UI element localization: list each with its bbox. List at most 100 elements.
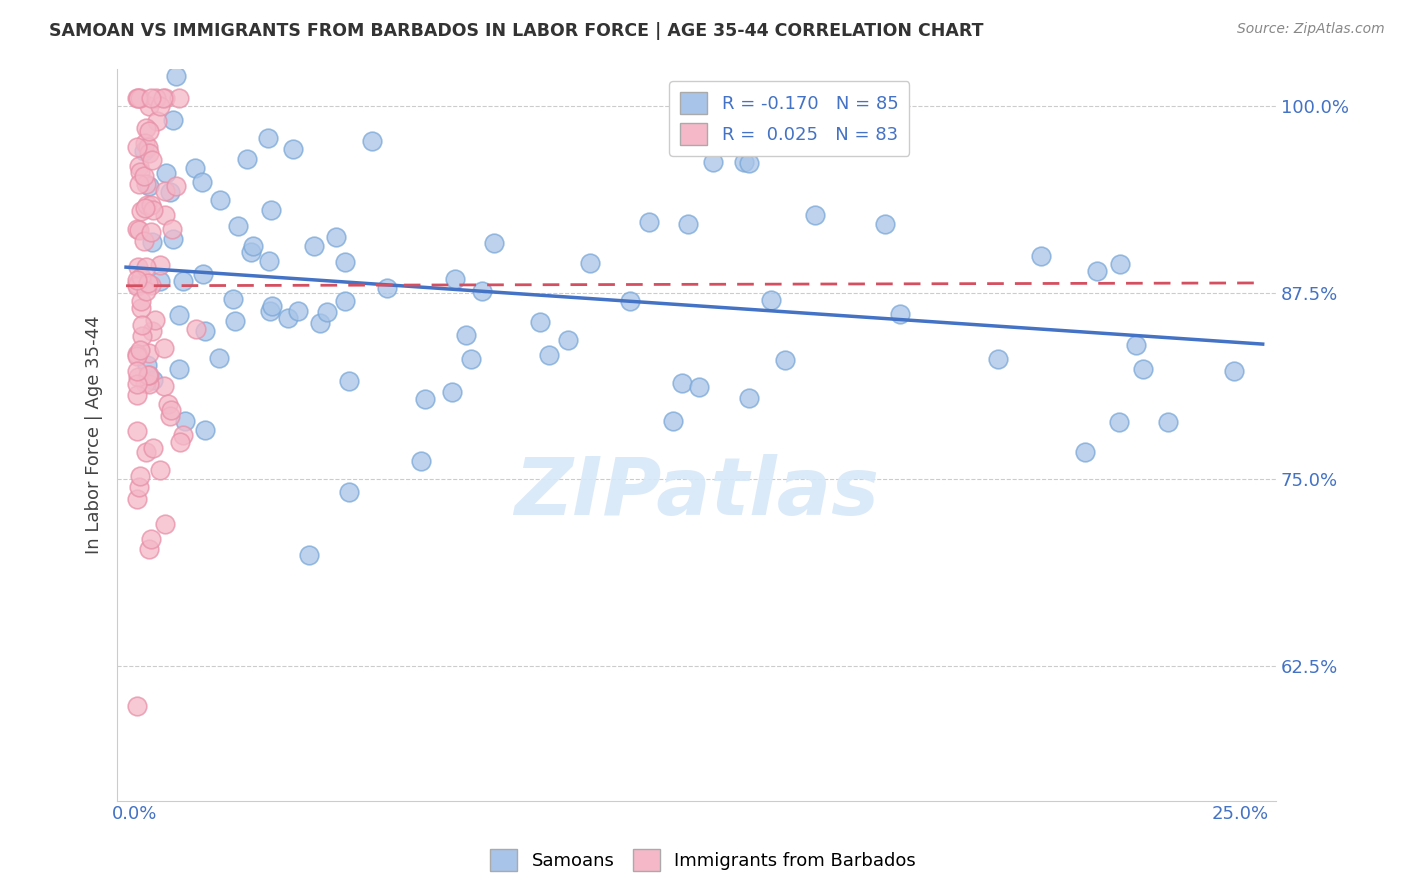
- Point: [138, 146, 160, 161]
- Point: [304, 239, 326, 253]
- Point: [149, 274, 172, 288]
- Point: [127, 698, 149, 713]
- Point: [579, 255, 602, 269]
- Point: [1108, 415, 1130, 429]
- Point: [153, 184, 176, 198]
- Point: [557, 333, 579, 347]
- Point: [702, 155, 724, 169]
- Point: [257, 254, 280, 268]
- Point: [128, 159, 150, 173]
- Point: [889, 307, 911, 321]
- Point: [155, 208, 177, 222]
- Point: [339, 374, 361, 388]
- Point: [281, 143, 304, 157]
- Point: [159, 185, 181, 199]
- Point: [160, 403, 183, 417]
- Point: [162, 222, 184, 236]
- Point: [482, 235, 505, 250]
- Point: [146, 113, 169, 128]
- Point: [143, 313, 166, 327]
- Point: [738, 391, 761, 405]
- Point: [194, 423, 217, 437]
- Point: [1125, 338, 1147, 352]
- Point: [1108, 257, 1130, 271]
- Point: [127, 273, 149, 287]
- Point: [127, 279, 149, 293]
- Point: [298, 549, 321, 563]
- Point: [127, 349, 149, 363]
- Point: [308, 316, 330, 330]
- Point: [128, 343, 150, 357]
- Point: [333, 293, 356, 308]
- Point: [415, 392, 437, 406]
- Point: [538, 348, 561, 362]
- Point: [619, 293, 641, 308]
- Text: ZIPatlas: ZIPatlas: [515, 454, 879, 533]
- Point: [132, 169, 155, 183]
- Point: [135, 445, 157, 459]
- Point: [987, 351, 1010, 366]
- Point: [142, 373, 165, 387]
- Point: [335, 254, 357, 268]
- Point: [256, 131, 278, 145]
- Point: [142, 202, 165, 217]
- Point: [235, 152, 257, 166]
- Y-axis label: In Labor Force | Age 35-44: In Labor Force | Age 35-44: [86, 315, 103, 554]
- Point: [733, 154, 755, 169]
- Point: [277, 311, 299, 326]
- Point: [460, 351, 482, 366]
- Point: [184, 321, 207, 335]
- Point: [287, 304, 309, 318]
- Point: [773, 352, 796, 367]
- Point: [127, 139, 149, 153]
- Point: [131, 328, 153, 343]
- Point: [131, 318, 153, 332]
- Point: [127, 277, 149, 291]
- Point: [761, 293, 783, 307]
- Point: [153, 91, 176, 105]
- Point: [1029, 250, 1052, 264]
- Point: [139, 197, 162, 211]
- Point: [141, 153, 163, 167]
- Point: [138, 99, 160, 113]
- Point: [128, 480, 150, 494]
- Point: [863, 131, 886, 145]
- Point: [127, 369, 149, 384]
- Point: [172, 428, 194, 442]
- Point: [138, 377, 160, 392]
- Point: [260, 299, 283, 313]
- Point: [162, 232, 184, 246]
- Point: [149, 258, 172, 272]
- Point: [127, 491, 149, 506]
- Legend: R = -0.170   N = 85, R =  0.025   N = 83: R = -0.170 N = 85, R = 0.025 N = 83: [669, 81, 910, 156]
- Point: [194, 324, 217, 338]
- Point: [191, 267, 214, 281]
- Point: [444, 272, 467, 286]
- Point: [129, 165, 152, 179]
- Point: [135, 121, 157, 136]
- Point: [738, 156, 761, 170]
- Point: [139, 532, 162, 546]
- Point: [239, 244, 262, 259]
- Point: [128, 177, 150, 191]
- Point: [260, 203, 283, 218]
- Point: [167, 362, 190, 376]
- Point: [159, 409, 181, 424]
- Point: [135, 260, 157, 274]
- Point: [224, 314, 246, 328]
- Point: [153, 379, 176, 393]
- Point: [127, 424, 149, 438]
- Point: [174, 414, 197, 428]
- Point: [325, 229, 347, 244]
- Point: [375, 281, 398, 295]
- Point: [411, 453, 433, 467]
- Point: [129, 301, 152, 315]
- Point: [804, 208, 827, 222]
- Point: [156, 397, 179, 411]
- Point: [678, 217, 700, 231]
- Point: [127, 222, 149, 236]
- Point: [259, 304, 281, 318]
- Point: [471, 284, 494, 298]
- Point: [145, 91, 167, 105]
- Point: [167, 91, 190, 105]
